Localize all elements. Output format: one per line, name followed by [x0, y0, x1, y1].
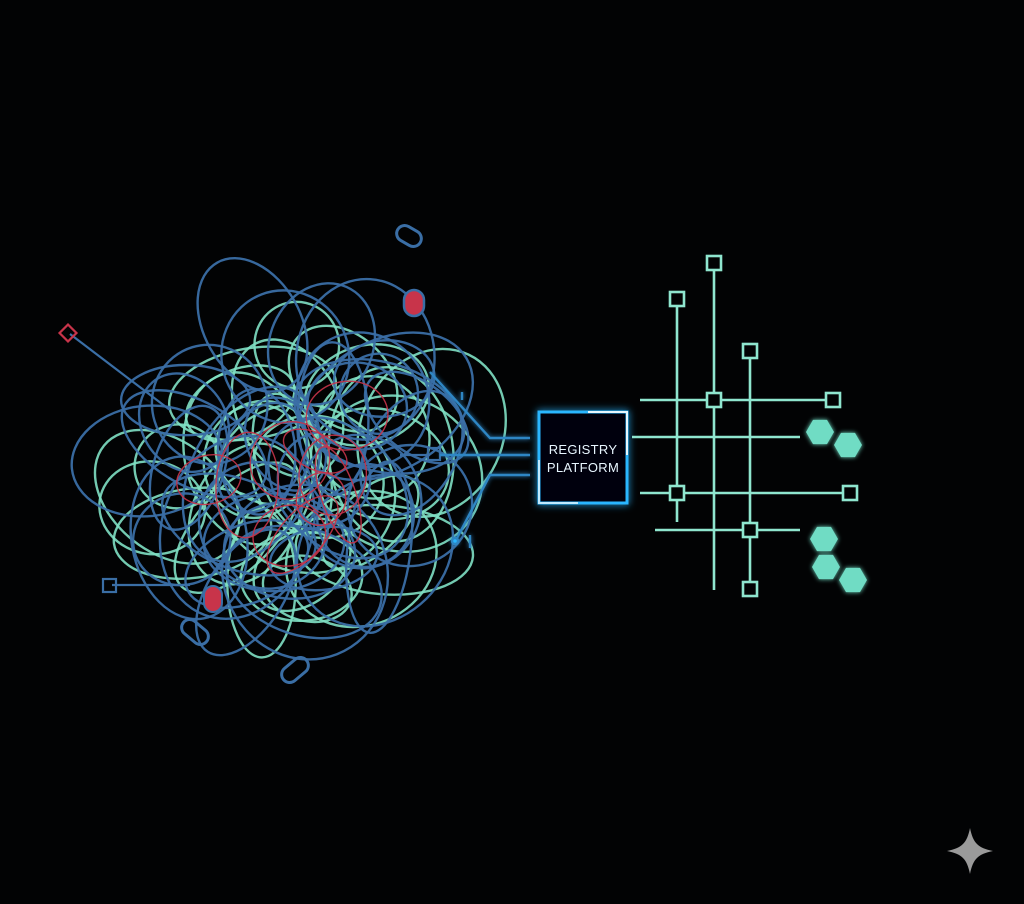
- tangle-loop: [314, 446, 362, 544]
- structured-grid: [632, 254, 859, 598]
- hexagon-icon: [839, 567, 867, 593]
- registry-platform-box: REGISTRY PLATFORM: [537, 410, 629, 505]
- tangle-loop: [184, 518, 310, 610]
- tangle-loop: [294, 277, 436, 441]
- diamond-end-icon: [57, 322, 79, 344]
- grid-node-icon: [705, 391, 723, 409]
- tangle-loop: [216, 387, 297, 516]
- grid-node-icon: [705, 254, 723, 272]
- hexagon-icon: [810, 526, 838, 552]
- tangle-loop: [137, 372, 231, 474]
- tangled-cluster: [70, 257, 507, 661]
- tangle-loop: [295, 472, 347, 527]
- tangle-loop: [112, 486, 273, 580]
- platform-label-line2: PLATFORM: [547, 460, 619, 475]
- connector-bottom: [454, 473, 530, 541]
- tangle-loop: [176, 454, 242, 506]
- strand-left-red-end: [69, 333, 171, 411]
- tangle-loop: [293, 357, 466, 475]
- tangle-loop: [129, 455, 249, 621]
- hexagon-icon: [812, 554, 840, 580]
- tangle-loop: [119, 363, 252, 437]
- platform-label-line1: REGISTRY: [549, 442, 618, 457]
- loose-strands: [57, 224, 442, 684]
- tangle-loop: [253, 300, 341, 390]
- sparkle-icon: [947, 828, 993, 874]
- grid-node-icon: [741, 342, 759, 360]
- tangle-loop: [298, 433, 423, 570]
- tangle-loop: [305, 380, 389, 451]
- connector-top: [429, 371, 530, 440]
- hexagon-icon: [834, 432, 862, 458]
- grid-node-icon: [668, 484, 686, 502]
- capsule-end-icon: [395, 224, 423, 248]
- tangle-loop: [266, 495, 339, 575]
- tangle-loop: [282, 428, 348, 474]
- platform-frame: [537, 410, 629, 505]
- tangle-loop: [306, 361, 409, 451]
- tangle-loop: [196, 257, 309, 393]
- tangle-loop: [243, 396, 328, 492]
- red-capsule-icon: [402, 288, 426, 318]
- tangle-loop: [120, 389, 268, 499]
- tangle-loop: [296, 341, 370, 497]
- tangle-loop: [215, 431, 279, 539]
- tangle-loop: [345, 460, 414, 635]
- hexagon-icon: [806, 419, 834, 445]
- tangle-loop: [261, 554, 353, 624]
- grid-node-icon: [824, 391, 842, 409]
- capsule-end-icon: [180, 618, 210, 646]
- grid-node-icon: [741, 521, 759, 539]
- tangle-loop: [249, 420, 331, 500]
- platform-corner-highlight: [588, 411, 628, 455]
- square-end-icon: [101, 577, 118, 594]
- tangle-loop: [252, 504, 327, 567]
- hexagon-clusters: [806, 419, 867, 593]
- input-connectors: [429, 371, 530, 548]
- tangle-loop: [194, 528, 297, 657]
- tangle-loop: [298, 434, 368, 516]
- grid-node-icon: [668, 290, 686, 308]
- grid-node-icon: [841, 484, 859, 502]
- tangle-loop: [148, 404, 229, 531]
- platform-corner-highlight: [538, 460, 578, 504]
- tangle-loop: [268, 525, 379, 592]
- grid-node-icon: [741, 580, 759, 598]
- connector-node: [450, 536, 460, 546]
- capsule-end-icon: [280, 656, 310, 684]
- red-capsule-icon: [203, 585, 223, 613]
